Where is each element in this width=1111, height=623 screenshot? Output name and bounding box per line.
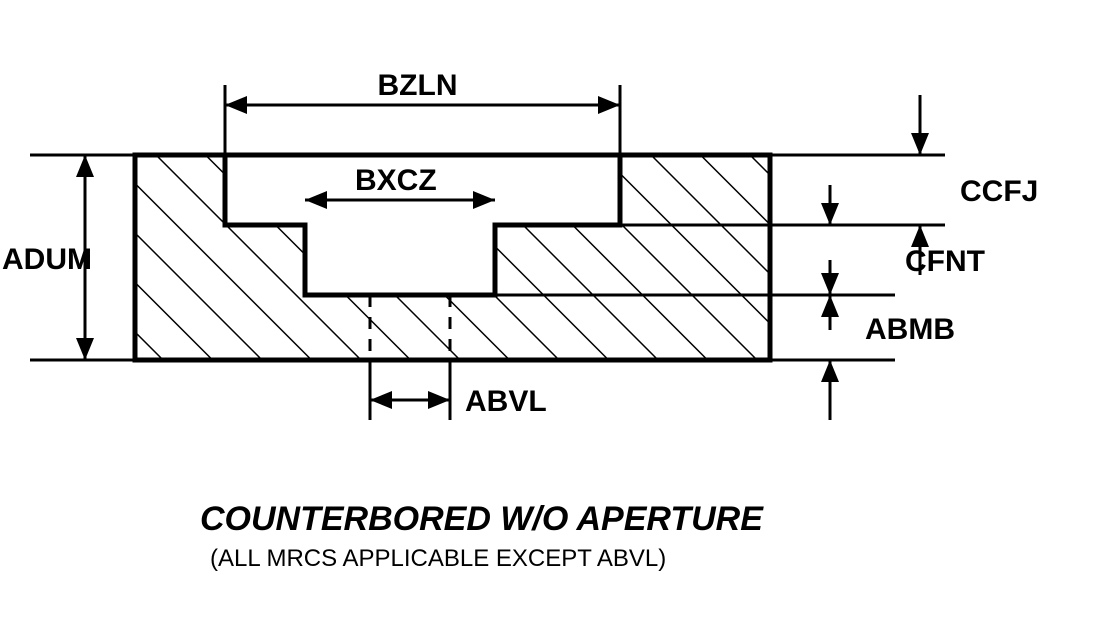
diagram-canvas: BZLN BXCZ ADUM CCFJ CFNT ABMB ABVL COUNT… [0,0,1111,623]
label-abmb: ABMB [865,313,955,347]
label-bzln: BZLN [378,69,458,103]
diagram-title: COUNTERBORED W/O APERTURE [200,500,763,539]
diagram-subtitle: (ALL MRCS APPLICABLE EXCEPT ABVL) [210,545,666,573]
label-bxcz: BXCZ [355,164,437,198]
label-ccfj: CCFJ [960,175,1038,209]
label-adum: ADUM [2,243,92,277]
label-cfnt: CFNT [905,245,985,279]
label-abvl: ABVL [465,385,547,419]
